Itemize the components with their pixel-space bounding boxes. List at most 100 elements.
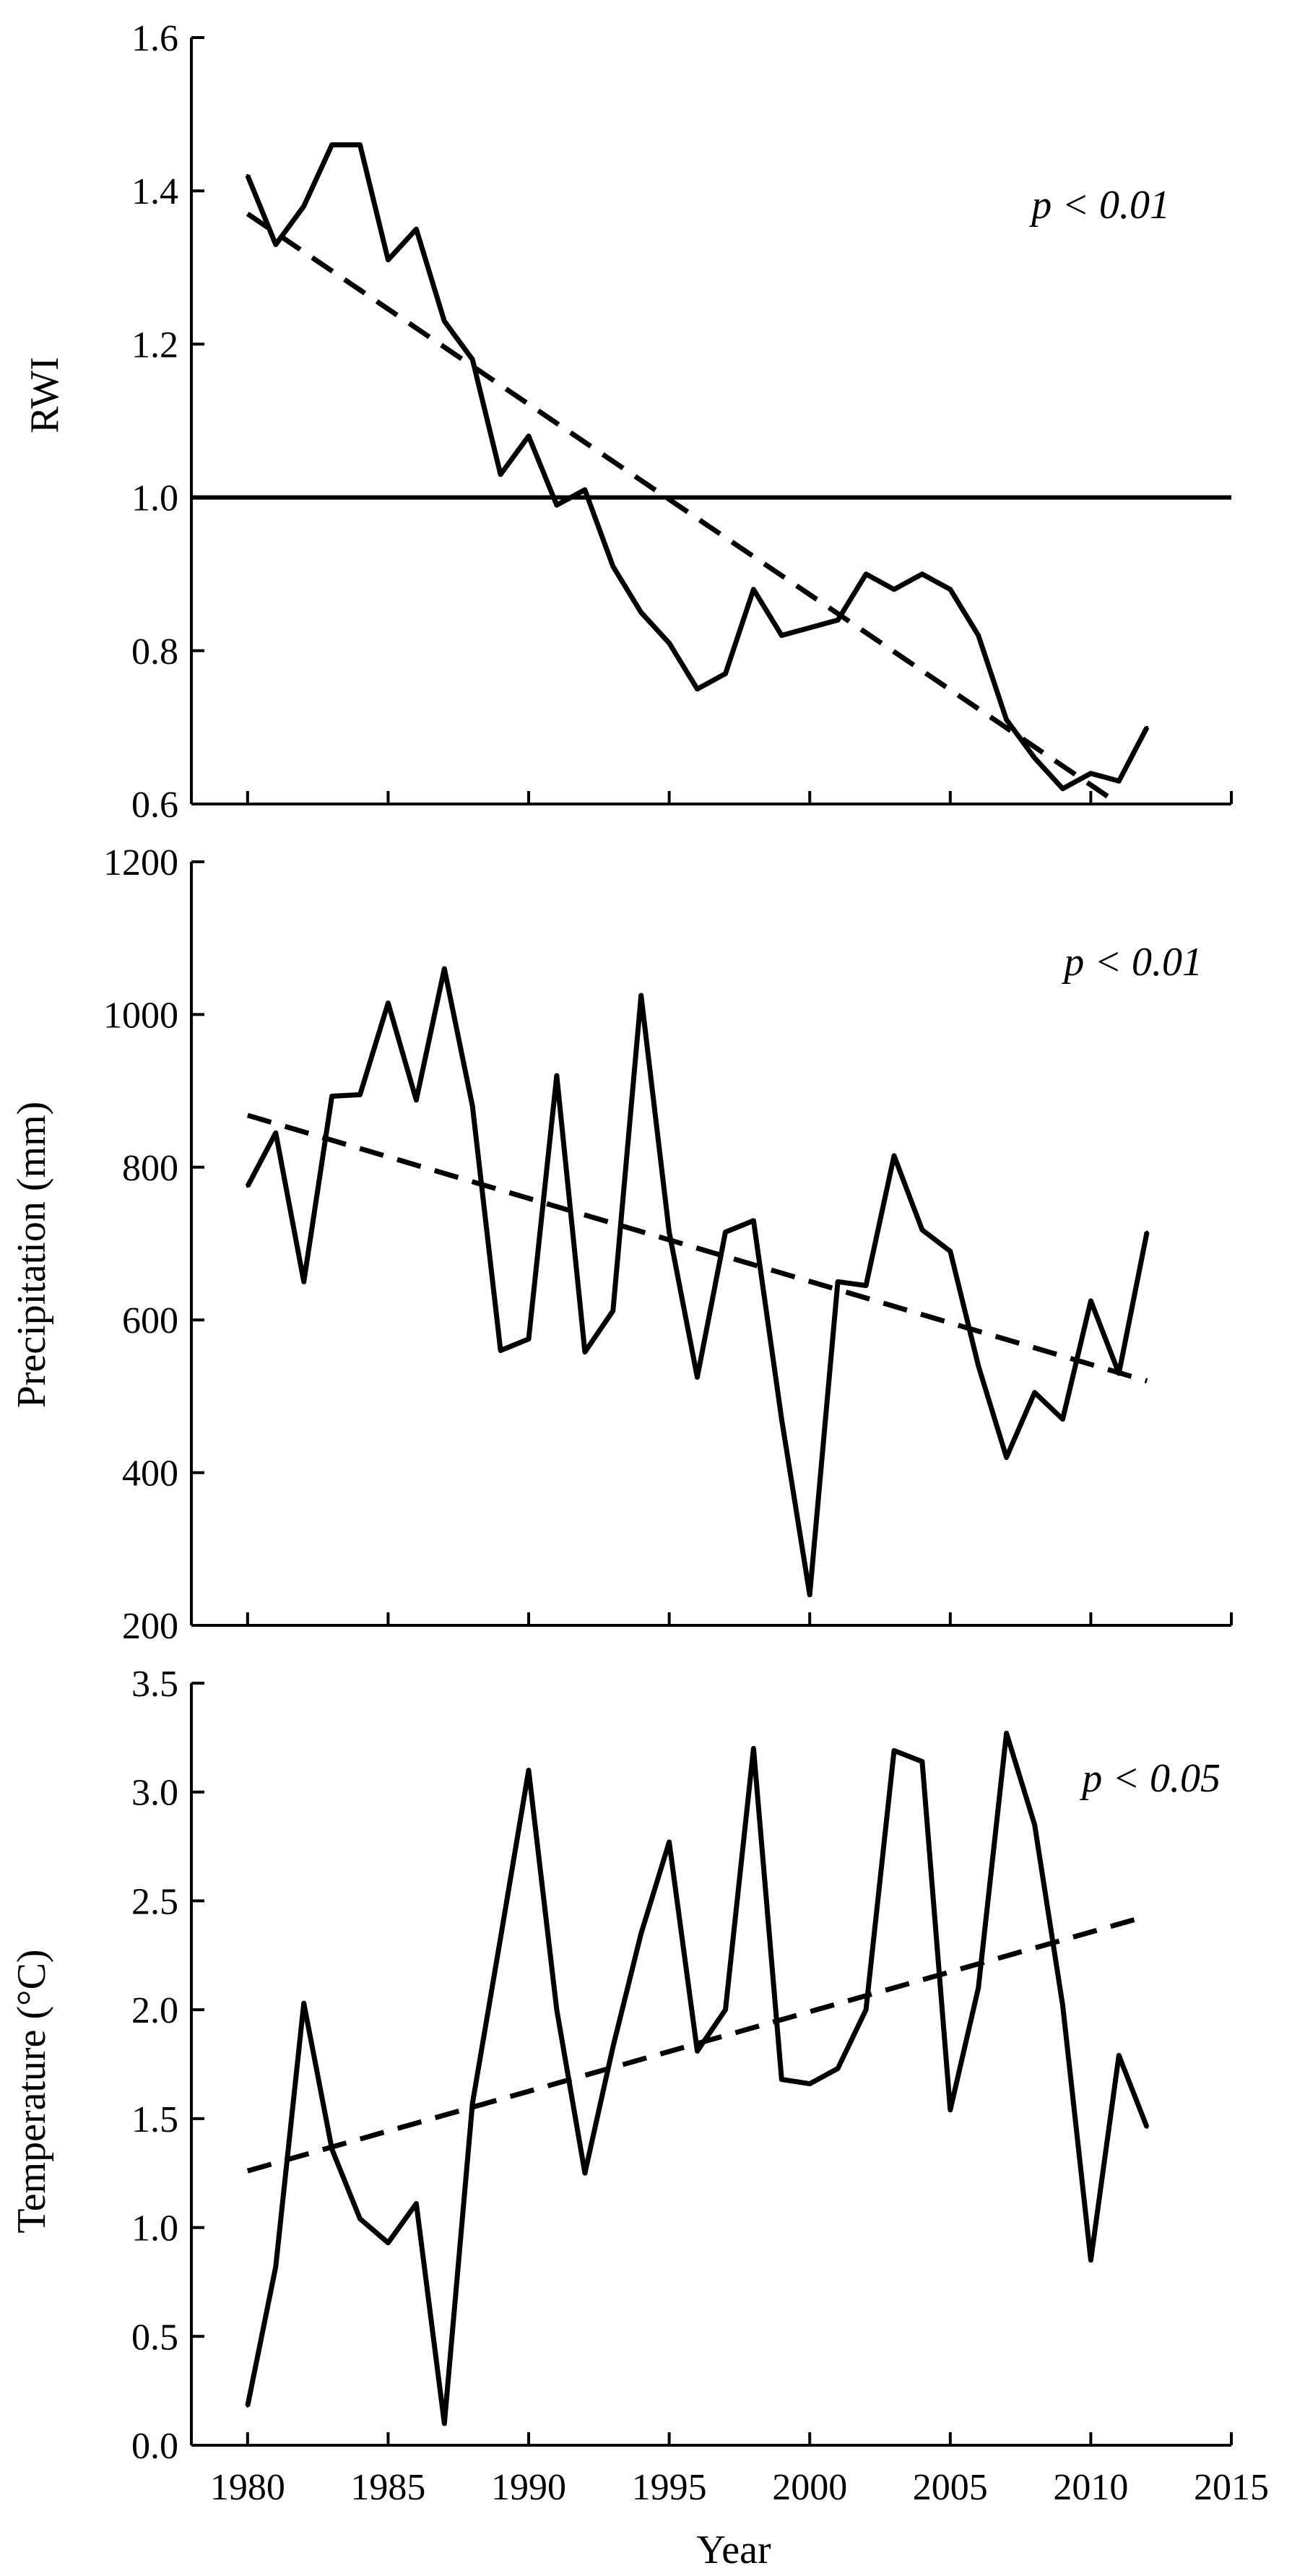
temperature-y-tick-label: 0.0: [131, 2426, 178, 2467]
rwi-data-point: [330, 143, 334, 147]
rwi-p-value: p < 0.01: [1028, 183, 1170, 228]
rwi-data-point: [611, 565, 615, 569]
temperature-data-point: [864, 2008, 868, 2012]
precipitation-data-point: [1145, 1230, 1149, 1234]
rwi-data-point: [274, 243, 277, 246]
precipitation-data-point: [752, 1219, 755, 1222]
temperature-data-point: [892, 1749, 896, 1752]
precipitation-data-point: [415, 1098, 418, 1102]
temperature-data-point: [1033, 1823, 1036, 1826]
rwi-data-point: [1061, 787, 1065, 790]
rwi-y-tick-label: 1.0: [131, 478, 178, 519]
precipitation-data-point: [527, 1337, 531, 1341]
temperature-data-point: [527, 1768, 531, 1772]
temperature-data-point: [443, 2421, 446, 2425]
precipitation-data-point: [864, 1284, 868, 1287]
x-axis-title: Year: [696, 2528, 771, 2572]
rwi-data-point: [415, 228, 418, 231]
rwi-data-point: [583, 488, 586, 491]
temperature-data-point: [752, 1747, 755, 1750]
rwi-data-point: [976, 634, 980, 637]
precipitation-data-point: [583, 1350, 586, 1354]
precipitation-data-point: [246, 1185, 249, 1188]
precipitation-y-tick-label: 1200: [103, 842, 178, 883]
temperature-data-point: [976, 1987, 980, 1989]
rwi-y-tick-label: 1.2: [131, 324, 178, 366]
rwi-data-point: [892, 587, 896, 591]
rwi-y-tick-label: 0.6: [131, 785, 178, 826]
temperature-data-point: [358, 2217, 362, 2221]
rwi-data-point: [471, 358, 474, 361]
precipitation-data-point: [1089, 1299, 1093, 1302]
precipitation-data-point: [976, 1364, 980, 1367]
rwi-data-point: [752, 587, 755, 591]
temperature-data-point: [274, 2265, 277, 2268]
precipitation-y-tick-label: 800: [122, 1148, 178, 1189]
temperature-y-tick-label: 1.5: [131, 2099, 178, 2140]
temperature-y-tick-label: 3.0: [131, 1773, 178, 1814]
precipitation-y-axis-title: Precipitation (mm): [9, 1102, 54, 1409]
precipitation-data-point: [555, 1073, 558, 1077]
rwi-data-point: [386, 258, 390, 262]
temperature-y-tick-label: 2.5: [131, 1881, 178, 1922]
precipitation-data-point: [920, 1228, 924, 1232]
precipitation-data-point: [695, 1375, 699, 1379]
precipitation-data-point: [302, 1280, 305, 1284]
rwi-data-point: [443, 319, 446, 323]
x-tick-label: 1990: [491, 2467, 566, 2508]
temperature-data-line: [245, 1730, 1150, 2426]
rwi-data-point: [864, 572, 868, 576]
temperature-data-point: [1145, 2125, 1149, 2129]
temperature-y-tick-label: 1.0: [131, 2208, 178, 2249]
temperature-data-point: [1005, 1732, 1008, 1735]
temperature-axes: 0.0 0.5 1.0 1.5 2.0 2.5 3.0 3.5: [131, 1664, 1233, 2467]
rwi-data-point: [948, 587, 952, 591]
temperature-data-point: [1117, 2054, 1121, 2057]
precipitation-data-point: [499, 1349, 503, 1352]
rwi-data-point: [527, 434, 531, 438]
x-tick-label: 2000: [772, 2467, 847, 2508]
precipitation-data-point: [443, 967, 446, 970]
temperature-data-point: [1089, 2258, 1093, 2262]
x-axis-tick-labels: 1980 1985 1990 1995 2000 2005 2010 2015: [210, 2467, 1269, 2508]
rwi-data-point: [1145, 725, 1149, 729]
temperature-y-tick-label: 2.0: [131, 1990, 178, 2031]
rwi-y-tick-label: 1.4: [131, 171, 178, 212]
rwi-y-tick-label: 0.8: [131, 631, 178, 673]
rwi-data-point: [1089, 771, 1093, 775]
precipitation-data-point: [948, 1250, 952, 1253]
x-tick-label: 1995: [632, 2467, 707, 2508]
x-tick-label: 1980: [210, 2467, 285, 2508]
precipitation-data-point: [386, 1001, 390, 1005]
rwi-data-point: [695, 687, 699, 691]
precipitation-p-value: p < 0.01: [1061, 940, 1202, 985]
precipitation-data-point: [330, 1094, 334, 1098]
precipitation-data-point: [1005, 1456, 1008, 1459]
temperature-data-point: [302, 2002, 305, 2005]
rwi-data-point: [358, 143, 362, 147]
temperature-data-point: [415, 2202, 418, 2205]
temperature-data-point: [948, 2108, 952, 2112]
temperature-y-tick-label: 3.5: [131, 1664, 178, 1705]
rwi-data-point: [1005, 718, 1008, 722]
rwi-data-point: [302, 204, 305, 208]
rwi-data-point: [555, 503, 558, 507]
rwi-data-point: [724, 672, 727, 675]
precipitation-y-tick-label: 400: [122, 1453, 178, 1495]
rwi-y-tick-label: 1.6: [131, 18, 178, 59]
rwi-data-point: [246, 173, 249, 177]
rwi-data-point: [920, 572, 924, 576]
temperature-data-point: [639, 1932, 643, 1935]
rwi-data-point: [499, 472, 503, 476]
precipitation-trend-line: [246, 1112, 1148, 1384]
temperature-p-value: p < 0.05: [1079, 1756, 1221, 1801]
precipitation-data-point: [808, 1593, 812, 1596]
temperature-y-axis-title: Temperature (°C): [9, 1949, 54, 2233]
temperature-data-point: [499, 1936, 503, 1940]
temperature-data-point: [555, 2008, 558, 2012]
rwi-data-point: [836, 618, 840, 622]
precipitation-data-point: [780, 1417, 784, 1421]
precipitation-data-point: [836, 1280, 840, 1284]
precipitation-axes: 200 400 600 800 1000 1200: [103, 842, 1233, 1647]
